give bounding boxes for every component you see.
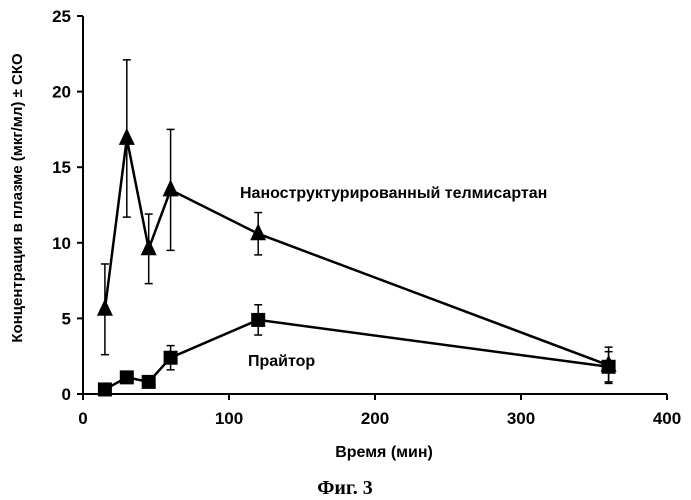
- data-point-triangle: [119, 128, 135, 145]
- y-tick-label: 15: [52, 158, 71, 177]
- y-tick-label: 25: [52, 7, 71, 26]
- x-tick-label: 400: [653, 409, 681, 428]
- data-point-triangle: [141, 238, 157, 255]
- annotation-pritor: Прайтор: [248, 353, 315, 370]
- data-point-square: [164, 351, 178, 365]
- y-axis-label: Концентрация в плазме (мкг/мл) ± СКО: [9, 53, 26, 343]
- series-line: [105, 138, 609, 365]
- y-tick-label: 5: [62, 309, 71, 328]
- x-axis-label: Время (мин): [335, 444, 433, 461]
- data-point-square: [602, 360, 616, 374]
- data-point-triangle: [163, 179, 179, 196]
- data-point-square: [251, 313, 265, 327]
- data-point-triangle: [97, 299, 113, 316]
- annotation-nano-telmisartan: Наноструктурированный телмисартан: [240, 185, 547, 202]
- series-nano-telmisartan: [97, 60, 617, 384]
- data-point-square: [120, 370, 134, 384]
- y-tick-label: 10: [52, 234, 71, 253]
- figure-caption: Фиг. 3: [317, 477, 373, 499]
- x-tick-label: 200: [361, 409, 389, 428]
- y-tick-label: 0: [62, 385, 71, 404]
- series-pritor: [98, 305, 616, 397]
- x-tick-label: 100: [215, 409, 243, 428]
- series-line: [105, 320, 609, 390]
- series: [97, 60, 617, 397]
- y-tick-label: 20: [52, 83, 71, 102]
- chart: 0 5 10 15 20 25 0 100 200 300 400 Время (мин) Конц…: [0, 0, 691, 500]
- data-point-square: [98, 382, 112, 396]
- x-tick-label: 0: [78, 409, 87, 428]
- x-tick-label: 300: [507, 409, 535, 428]
- data-point-square: [142, 375, 156, 389]
